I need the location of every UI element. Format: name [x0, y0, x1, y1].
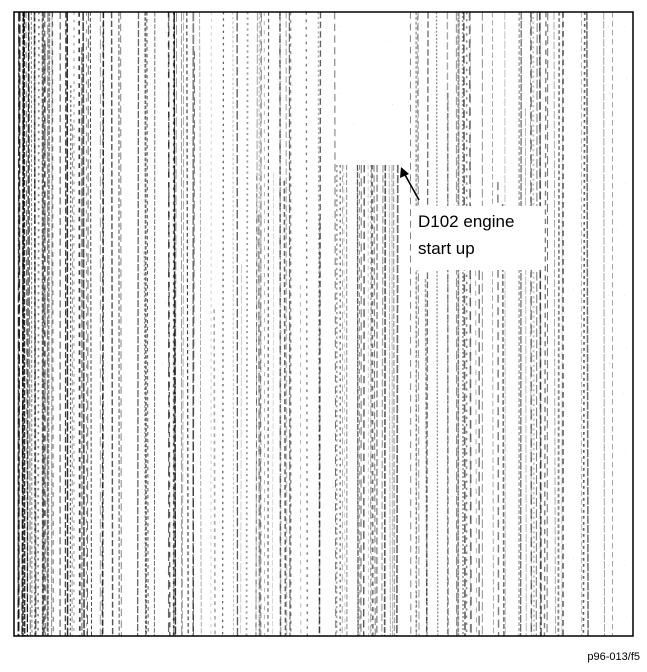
spectrogram [14, 12, 633, 636]
annotation-line: start up [418, 239, 475, 258]
tonal-line [505, 12, 506, 636]
tonal-line [397, 165, 398, 636]
tonal-line [103, 12, 104, 636]
tonal-line [357, 165, 358, 636]
tonal-line [393, 165, 394, 636]
figure-id: p96-013/f5 [587, 651, 640, 663]
tonal-line [259, 214, 260, 636]
tonal-line [392, 165, 393, 636]
annotation-line: D102 engine [418, 212, 514, 231]
tonal-line [83, 12, 84, 636]
tonal-line [289, 12, 290, 636]
tonal-line [364, 165, 365, 636]
